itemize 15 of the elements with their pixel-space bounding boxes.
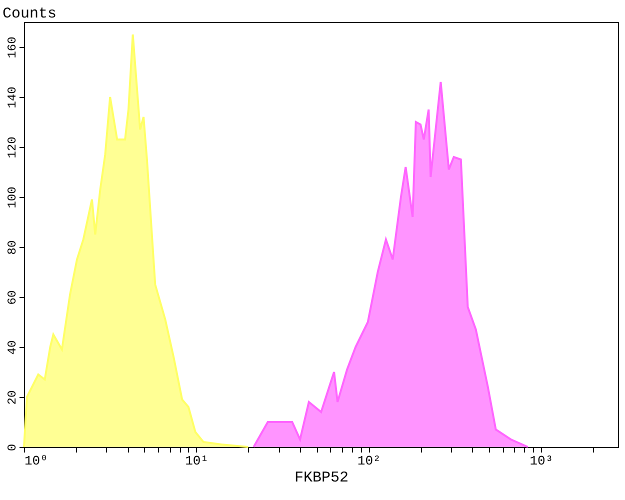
y-tick-label: 80 [6, 240, 20, 255]
y-tick-label: 60 [6, 290, 20, 305]
y-tick-label: 140 [6, 86, 20, 108]
x-tick-label: 10³ [530, 454, 554, 468]
y-tick-label: 100 [6, 186, 20, 208]
x-tick-label: 10² [357, 454, 381, 468]
y-tick-label: 0 [6, 444, 20, 452]
x-tick-label: 10¹ [185, 454, 209, 468]
x-axis-title: FKBP52 [294, 470, 349, 486]
y-tick-label: 120 [6, 136, 20, 158]
x-tick-label: 10⁰ [24, 454, 48, 468]
y-tick-label: 160 [6, 36, 20, 58]
y-axis-title: Counts [2, 6, 57, 22]
y-tick-label: 40 [6, 340, 20, 355]
y-tick-label: 20 [6, 390, 20, 405]
